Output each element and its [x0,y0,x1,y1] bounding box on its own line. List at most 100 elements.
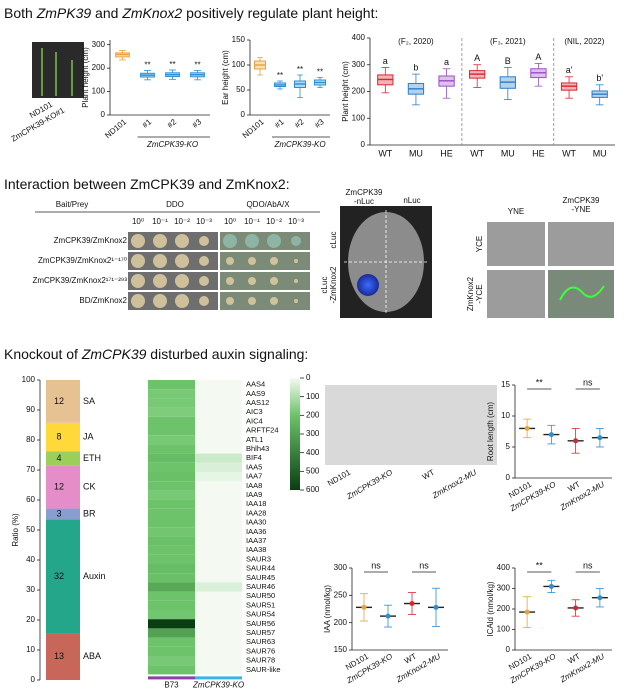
plate [128,232,218,250]
label: ND101 [326,467,353,488]
y-tick-label: 0 [241,110,246,119]
y-tick-label: 200 [352,87,366,96]
row-label: SAUR45 [246,573,275,582]
comparison-label: ns [419,560,429,570]
group-label: (NIL, 2022) [564,37,604,46]
label: ZmCPK39/ZmKnox2 [54,236,128,245]
plate [220,252,310,270]
annotation: ** [277,71,283,80]
colony [131,234,145,248]
x-tick-label: ZmKnox2-MU [558,480,606,513]
row-label: Bhlh43 [246,444,269,453]
point [361,604,367,610]
heat-cell [148,407,195,417]
x-tick-label: #2 [293,117,306,130]
group-label: (F₃, 2021) [490,37,526,46]
label: cLuc [320,277,329,294]
heat-cell [195,656,242,666]
row-label: BIF4 [246,453,262,462]
heat-cell [195,527,242,537]
heat-cell [148,462,195,472]
label: ZmCPK39-KO [344,468,394,502]
heat-cell [195,573,242,583]
label: ZmCPK39/ZmKnox2¹⁷¹⁻²⁹³ [32,276,127,285]
y-axis-label: Plant height (cm) [341,61,350,122]
y-tick-label: 20 [26,615,35,624]
colony [245,234,259,248]
colony [153,254,167,268]
heading-part: ZmPK39 [36,5,92,21]
y-tick-label: 200 [92,63,106,72]
heat-cell [195,582,242,592]
y-tick-label: 150 [334,645,348,654]
plate [220,232,310,250]
label: BD/ZmKnox2 [79,296,127,305]
colony [175,294,189,308]
heading-part: disturbed auxin signaling: [146,346,308,362]
heat-cell [195,600,242,610]
label: 10⁰ [132,217,144,226]
x-tick-label: WT [470,148,484,158]
heat-cell [195,481,242,491]
heat-cell [195,398,242,408]
colony [270,297,278,305]
heading-part: ZmKnox2 [121,5,182,21]
heat-cell [195,389,242,399]
y-tick-label: 0 [31,675,36,684]
section-heading: Interaction between ZmCPK39 and ZmKnox2: [4,176,290,192]
colony [199,256,209,266]
row-label: SAUR57 [246,628,275,637]
heat-cell [195,462,242,472]
label: YCE [475,236,484,252]
row-label: IAA9 [246,490,262,499]
bar-segment [46,380,80,423]
colony [153,234,167,248]
section-heading: Both ZmPK39 and ZmKnox2 positively regul… [4,5,378,21]
x-tick-label: #1 [273,117,286,130]
y-tick-label: 40 [26,555,35,564]
y-axis-label: ICAld (nmol/kg) [486,581,495,636]
heat-cell [148,628,195,638]
x-tick-label: HE [440,148,453,158]
colony [226,297,234,305]
heat-cell [148,619,195,629]
point [524,425,530,431]
heading-part: Interaction between ZmCPK39 and ZmKnox2: [4,176,290,192]
row-label: SAUR56 [246,619,275,628]
heading-part: ZmCPK39 [81,346,147,362]
heat-cell [195,407,242,417]
y-axis-label: Plant height (cm) [81,47,90,108]
heat-cell [148,564,195,574]
y-tick-label: 100 [352,113,366,122]
heading-part: and [91,5,122,21]
y-tick-label: 250 [334,590,348,599]
bar-segment [46,519,80,634]
colony [294,279,298,283]
heat-cell [148,416,195,426]
x-tick-label: #3 [191,117,204,130]
colony [199,296,209,306]
legend-label: JA [83,432,94,442]
heat-cell [148,380,195,390]
label: WT [421,468,436,482]
heat-cell [195,564,242,574]
x-tick-label: ND101 [241,117,266,140]
colony [267,234,281,248]
section-heading: Knockout of ZmCPK39 disturbed auxin sign… [4,346,308,362]
y-tick-label: 300 [92,40,106,49]
heat-cell [195,545,242,555]
annotation: B [505,56,511,66]
legend-label: ETH [83,453,101,463]
value-label: 4 [56,453,61,463]
y-tick-label: 50 [236,85,245,94]
y-tick-label: 60 [26,495,35,504]
heat-cell [195,646,242,656]
row-label: SAUR-like [246,665,281,674]
heat-cell [148,600,195,610]
heat-cell [195,554,242,564]
label: 10⁻³ [288,217,304,226]
value-label: 13 [54,651,64,661]
y-tick-label: 300 [352,60,366,69]
label: ZmKnox2 [466,276,475,311]
